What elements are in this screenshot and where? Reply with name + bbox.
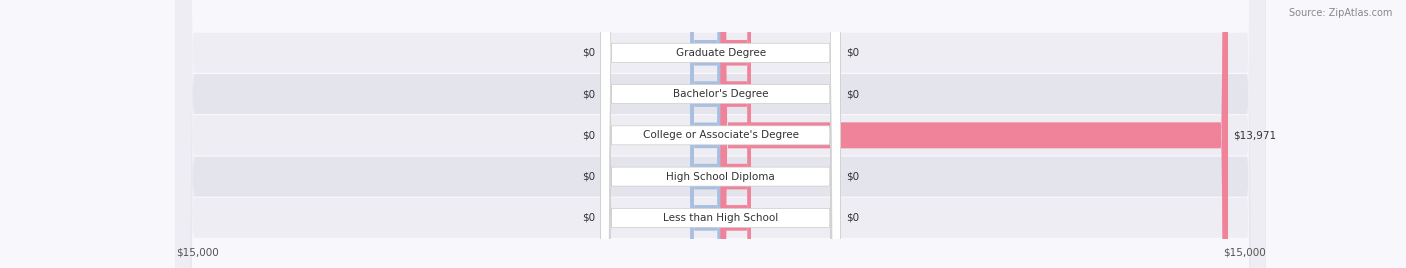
FancyBboxPatch shape [690, 0, 721, 268]
Text: $0: $0 [846, 89, 859, 99]
FancyBboxPatch shape [721, 0, 751, 268]
Text: Graduate Degree: Graduate Degree [675, 48, 766, 58]
FancyBboxPatch shape [721, 0, 751, 268]
FancyBboxPatch shape [600, 0, 841, 268]
FancyBboxPatch shape [690, 0, 721, 268]
FancyBboxPatch shape [176, 0, 1265, 268]
Text: High School Diploma: High School Diploma [666, 172, 775, 182]
FancyBboxPatch shape [176, 0, 1265, 268]
FancyBboxPatch shape [690, 0, 721, 268]
FancyBboxPatch shape [721, 0, 751, 268]
Text: $0: $0 [582, 48, 595, 58]
FancyBboxPatch shape [600, 0, 841, 268]
Text: $0: $0 [582, 130, 595, 140]
FancyBboxPatch shape [721, 0, 751, 268]
Text: $13,971: $13,971 [1233, 130, 1277, 140]
Text: $15,000: $15,000 [176, 248, 218, 258]
Text: $0: $0 [582, 89, 595, 99]
FancyBboxPatch shape [600, 0, 841, 268]
FancyBboxPatch shape [176, 0, 1265, 268]
Text: $0: $0 [582, 172, 595, 182]
FancyBboxPatch shape [600, 0, 841, 268]
FancyBboxPatch shape [600, 0, 841, 268]
FancyBboxPatch shape [690, 0, 721, 268]
Text: $0: $0 [846, 213, 859, 223]
Text: $15,000: $15,000 [1223, 248, 1265, 258]
FancyBboxPatch shape [176, 0, 1265, 268]
Text: $0: $0 [582, 213, 595, 223]
Text: $0: $0 [846, 48, 859, 58]
FancyBboxPatch shape [720, 0, 1227, 268]
FancyBboxPatch shape [176, 0, 1265, 268]
FancyBboxPatch shape [690, 0, 721, 268]
Text: $0: $0 [846, 172, 859, 182]
Text: Bachelor's Degree: Bachelor's Degree [673, 89, 768, 99]
Text: College or Associate's Degree: College or Associate's Degree [643, 130, 799, 140]
Text: Less than High School: Less than High School [664, 213, 778, 223]
Text: Source: ZipAtlas.com: Source: ZipAtlas.com [1288, 8, 1392, 18]
